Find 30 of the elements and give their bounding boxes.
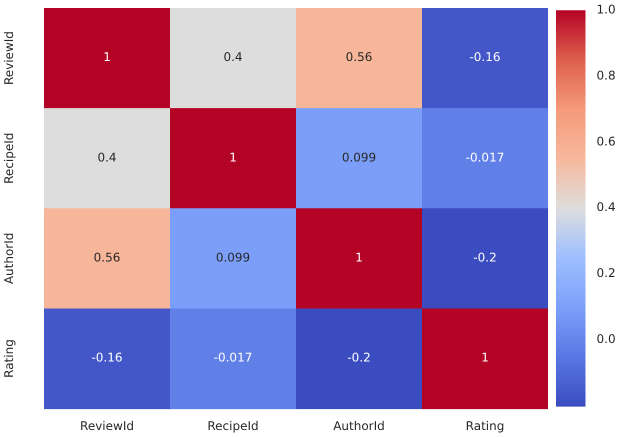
data-label: 1 [229, 150, 237, 164]
data-label: 0.56 [346, 50, 372, 64]
color-bar-label: 0.6 [596, 134, 616, 148]
data-label: -0.2 [473, 250, 497, 264]
data-label: 0.56 [94, 250, 120, 264]
y-tick-label: Rating [2, 339, 16, 378]
data-label: 0.099 [216, 250, 250, 264]
data-label: -0.16 [469, 50, 501, 64]
color-bar-label: 0.2 [596, 266, 616, 280]
color-bar-label: 0.8 [596, 68, 616, 82]
data-label: 1 [103, 50, 111, 64]
data-label: -0.017 [466, 150, 504, 164]
y-tick-label: ReviewId [2, 31, 16, 86]
data-label: 0.4 [223, 50, 243, 64]
x-tick-label: ReviewId [80, 418, 134, 433]
data-label: -0.16 [91, 350, 123, 365]
data-label: -0.2 [347, 350, 371, 365]
data-label: 1 [481, 350, 489, 365]
x-tick-label: RecipeId [207, 418, 259, 433]
color-bar-label: 0.4 [596, 200, 616, 214]
x-tick-label: Rating [466, 418, 504, 433]
data-label: 0.099 [342, 150, 376, 164]
color-bar-label: 1.0 [596, 2, 616, 16]
y-tick-label: RecipeId [2, 132, 16, 184]
data-label: 1 [355, 250, 363, 264]
y-tick-label: AuthorId [2, 232, 16, 284]
data-label: -0.017 [214, 350, 252, 365]
color-bar-label: 0.0 [596, 332, 616, 346]
data-label: 0.4 [97, 150, 117, 164]
x-tick-label: AuthorId [333, 418, 385, 433]
